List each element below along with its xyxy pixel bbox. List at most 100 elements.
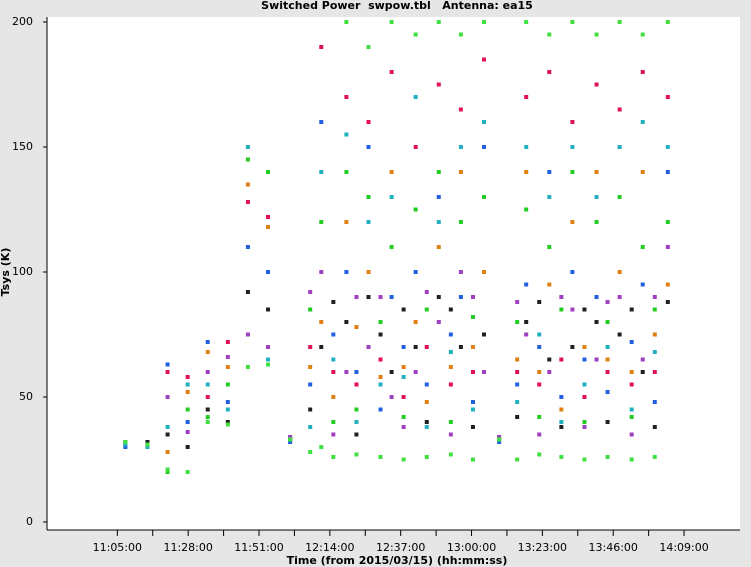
data-point	[319, 345, 324, 349]
data-point	[524, 332, 529, 337]
data-point	[524, 95, 529, 99]
data-point	[482, 57, 487, 62]
data-point	[605, 390, 610, 394]
data-point	[319, 220, 324, 224]
data-point	[344, 170, 349, 174]
data-point	[308, 407, 313, 412]
data-point	[617, 107, 622, 112]
data-point	[448, 452, 453, 457]
data-point	[185, 470, 190, 474]
data-point	[547, 282, 552, 287]
data-point	[570, 145, 575, 149]
data-point	[123, 440, 128, 444]
data-point	[665, 220, 670, 224]
data-point	[665, 170, 670, 174]
data-point	[331, 370, 336, 374]
data-point	[308, 290, 313, 294]
data-point	[582, 425, 587, 429]
data-point	[652, 307, 657, 312]
data-point	[413, 207, 418, 212]
data-point	[524, 170, 529, 174]
data-point	[245, 365, 250, 369]
data-point	[378, 375, 383, 379]
data-point	[331, 357, 336, 362]
data-point	[665, 95, 670, 99]
data-point	[331, 432, 336, 437]
data-point	[245, 290, 250, 294]
data-point	[570, 220, 575, 224]
data-point	[205, 415, 210, 419]
data-point	[470, 315, 475, 319]
data-point	[288, 437, 293, 442]
data-point	[205, 420, 210, 424]
data-point	[413, 145, 418, 149]
data-point	[482, 332, 487, 337]
data-point	[515, 300, 520, 304]
data-point	[617, 195, 622, 199]
data-point	[570, 270, 575, 274]
data-point	[344, 20, 349, 24]
data-point	[413, 32, 418, 37]
data-point	[497, 437, 502, 442]
data-point	[165, 450, 170, 454]
data-point	[436, 220, 441, 224]
data-point	[378, 357, 383, 362]
data-point	[436, 20, 441, 24]
data-point	[413, 270, 418, 274]
data-point	[401, 365, 406, 369]
data-point	[458, 220, 463, 224]
data-point	[331, 332, 336, 337]
data-point	[436, 195, 441, 199]
x-axis-label: Time (from 2015/03/15) (hh:mm:ss)	[287, 554, 508, 567]
data-point	[165, 425, 170, 429]
data-point	[266, 357, 271, 362]
data-point	[413, 320, 418, 324]
data-point	[458, 295, 463, 299]
x-tick-label: 11:28:00	[163, 541, 212, 554]
data-point	[424, 345, 429, 349]
data-point	[570, 307, 575, 312]
data-point	[308, 345, 313, 349]
data-point	[559, 407, 564, 412]
data-point	[389, 170, 394, 174]
data-point	[413, 95, 418, 99]
data-point	[594, 357, 599, 362]
data-point	[617, 332, 622, 337]
x-tick-label: 11:51:00	[234, 541, 283, 554]
data-point	[165, 467, 170, 472]
data-point	[288, 435, 293, 439]
data-point	[354, 295, 359, 299]
data-point	[354, 420, 359, 424]
data-point	[424, 420, 429, 424]
data-point	[225, 420, 230, 424]
data-point	[245, 182, 250, 187]
data-point	[570, 20, 575, 24]
data-point	[524, 20, 529, 24]
data-point	[205, 340, 210, 344]
data-point	[205, 395, 210, 399]
data-point	[594, 195, 599, 199]
data-point	[205, 350, 210, 354]
data-point	[389, 370, 394, 374]
data-point	[185, 407, 190, 412]
data-point	[389, 295, 394, 299]
data-point	[436, 82, 441, 87]
data-point	[605, 370, 610, 374]
y-tick-label: 100	[12, 265, 33, 278]
data-point	[594, 170, 599, 174]
data-point	[331, 300, 336, 304]
data-point	[413, 370, 418, 374]
data-point	[665, 300, 670, 304]
data-point	[497, 440, 502, 444]
data-point	[366, 345, 371, 349]
data-point	[344, 220, 349, 224]
data-point	[458, 345, 463, 349]
data-point	[185, 382, 190, 387]
data-point	[401, 345, 406, 349]
data-point	[640, 32, 645, 37]
data-point	[605, 455, 610, 459]
data-point	[515, 382, 520, 387]
data-point	[165, 432, 170, 437]
data-point	[559, 395, 564, 399]
